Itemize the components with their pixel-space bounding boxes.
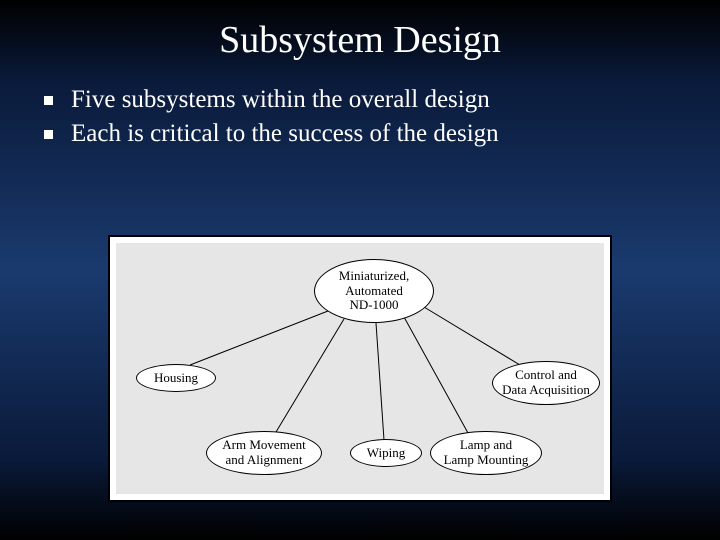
node-label: Control andData Acquisition: [498, 368, 594, 398]
node-wiping: Wiping: [350, 439, 422, 467]
node-root: Miniaturized,AutomatedND-1000: [314, 259, 434, 323]
list-item: Each is critical to the success of the d…: [44, 120, 720, 148]
diagram-canvas: Miniaturized,AutomatedND-1000 Housing Ar…: [116, 243, 604, 494]
node-label: Lamp andLamp Mounting: [440, 438, 533, 468]
edge: [276, 319, 344, 432]
bullet-list: Five subsystems within the overall desig…: [44, 86, 720, 148]
bullet-text: Five subsystems within the overall desig…: [71, 86, 490, 114]
node-label: Wiping: [363, 446, 409, 461]
diagram-frame: Miniaturized,AutomatedND-1000 Housing Ar…: [108, 235, 612, 502]
node-label: Housing: [150, 371, 202, 386]
edge: [376, 323, 384, 440]
node-label: Arm Movementand Alignment: [218, 438, 309, 468]
list-item: Five subsystems within the overall desig…: [44, 86, 720, 114]
edge: [190, 311, 328, 365]
bullet-text: Each is critical to the success of the d…: [71, 120, 499, 148]
node-arm: Arm Movementand Alignment: [206, 431, 322, 475]
edge: [424, 307, 520, 365]
bullet-marker-icon: [44, 130, 53, 139]
page-title: Subsystem Design: [0, 0, 720, 62]
bullet-marker-icon: [44, 96, 53, 105]
node-lamp: Lamp andLamp Mounting: [430, 431, 542, 475]
edge: [404, 317, 468, 433]
node-control: Control andData Acquisition: [492, 361, 600, 405]
node-label: Miniaturized,AutomatedND-1000: [335, 269, 413, 314]
node-housing: Housing: [136, 364, 216, 392]
